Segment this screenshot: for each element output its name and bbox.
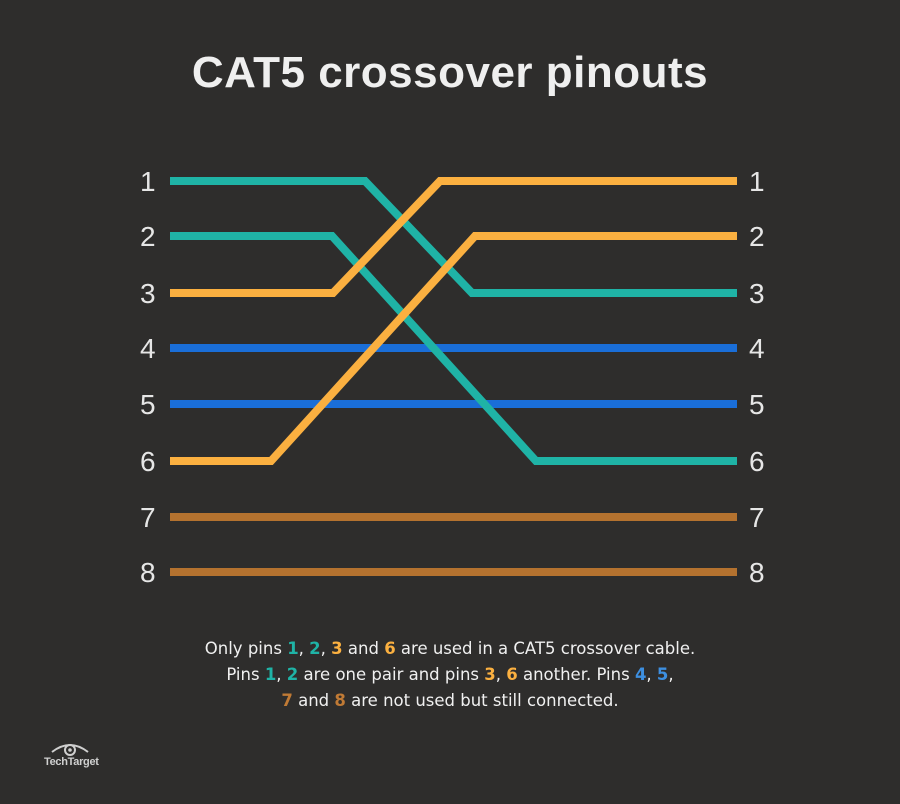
left-pin-1: 1 (140, 166, 156, 197)
pin-ref-6: 6 (384, 639, 396, 658)
pin-ref-3: 3 (484, 665, 496, 684)
left-pin-7: 7 (140, 502, 156, 533)
pin-ref-3: 3 (331, 639, 343, 658)
pin-ref-1: 1 (264, 665, 277, 684)
right-pin-4: 4 (749, 333, 765, 364)
right-pin-3: 3 (749, 278, 765, 309)
right-pin-6: 6 (749, 446, 765, 477)
techtarget-logo: TechTarget (44, 738, 104, 774)
wire-3-to-1 (170, 177, 737, 297)
left-pin-3: 3 (140, 278, 156, 309)
right-pin-1: 1 (749, 166, 765, 197)
page-title: CAT5 crossover pinouts (191, 48, 709, 97)
left-pin-8: 8 (140, 557, 156, 588)
right-pin-8: 8 (749, 557, 765, 588)
pin-ref-7: 7 (281, 691, 293, 710)
pin-ref-2: 2 (309, 639, 321, 658)
right-pin-labels: 1 2 3 4 5 6 7 8 (749, 166, 765, 588)
right-pin-7: 7 (749, 502, 765, 533)
left-pin-2: 2 (140, 221, 156, 252)
logo-text: TechTarget (44, 756, 99, 768)
pinout-diagram: 1 2 3 4 5 6 7 8 1 2 3 4 5 6 7 8 (140, 166, 765, 588)
pin-ref-1: 1 (287, 639, 299, 658)
left-pin-labels: 1 2 3 4 5 6 7 8 (140, 166, 156, 588)
pin-ref-2: 2 (286, 665, 299, 684)
pin-ref-6: 6 (506, 665, 518, 684)
wire-6-to-2 (170, 232, 737, 465)
pin-ref-5: 5 (656, 665, 669, 684)
right-pin-5: 5 (749, 389, 765, 420)
wire-2-to-6 (170, 232, 737, 465)
pin-ref-4: 4 (634, 665, 647, 684)
left-pin-4: 4 (140, 333, 156, 364)
eye-icon (51, 744, 89, 756)
right-pin-2: 2 (749, 221, 765, 252)
pin-ref-8: 8 (334, 691, 346, 710)
wire-1-to-3 (170, 177, 737, 297)
caption-line-3: 7 and 8 are not used but still connected… (281, 691, 619, 710)
left-pin-5: 5 (140, 389, 156, 420)
left-pin-6: 6 (140, 446, 156, 477)
caption-line-2: Pins 1, 2 are one pair and pins 3, 6 ano… (226, 665, 674, 684)
caption: Only pins 1, 2, 3 and 6 are used in a CA… (0, 636, 900, 714)
caption-line-1: Only pins 1, 2, 3 and 6 are used in a CA… (204, 639, 696, 658)
